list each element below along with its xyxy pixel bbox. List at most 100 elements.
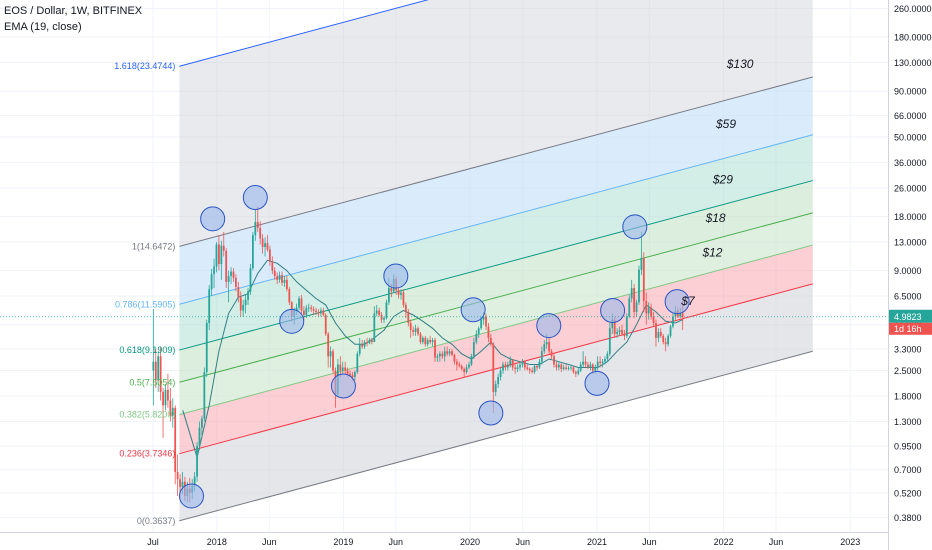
candle[interactable] [543, 339, 546, 354]
candle[interactable] [268, 245, 271, 266]
candle[interactable] [548, 337, 551, 354]
candle[interactable] [511, 358, 514, 371]
candle[interactable] [655, 319, 657, 347]
fib-level-line[interactable] [179, 76, 813, 247]
candle[interactable] [604, 356, 606, 365]
candle[interactable] [252, 231, 254, 271]
candle[interactable] [531, 367, 534, 374]
candle[interactable] [441, 351, 444, 359]
candle[interactable] [285, 276, 288, 292]
highlight-circle[interactable] [600, 297, 626, 323]
candle[interactable] [230, 267, 232, 284]
candle[interactable] [625, 313, 628, 338]
candle[interactable] [463, 367, 466, 378]
candle[interactable] [489, 333, 492, 347]
candle[interactable] [672, 313, 674, 329]
candle[interactable] [574, 370, 577, 378]
target-label[interactable]: $59 [715, 117, 736, 131]
candle[interactable] [310, 304, 313, 312]
candle[interactable] [506, 361, 509, 371]
candle[interactable] [259, 221, 262, 245]
candle[interactable] [344, 361, 347, 374]
candle[interactable] [400, 289, 402, 300]
candle[interactable] [329, 346, 332, 368]
candle[interactable] [431, 337, 434, 347]
candle[interactable] [465, 364, 468, 374]
candle[interactable] [210, 268, 213, 297]
highlight-circle[interactable] [242, 185, 268, 211]
candle[interactable] [276, 272, 279, 284]
candle[interactable] [557, 361, 560, 371]
target-label[interactable]: $18 [705, 211, 726, 225]
candle[interactable] [375, 304, 378, 317]
highlight-circle[interactable] [584, 370, 610, 396]
candle[interactable] [213, 258, 215, 289]
candle[interactable] [589, 361, 592, 371]
candle[interactable] [215, 242, 218, 273]
candle[interactable] [254, 209, 257, 241]
candle[interactable] [635, 299, 638, 317]
candle[interactable] [579, 361, 582, 373]
candle[interactable] [220, 240, 223, 280]
candle[interactable] [174, 405, 177, 485]
candle[interactable] [154, 348, 157, 388]
candle[interactable] [570, 364, 572, 371]
candle[interactable] [584, 356, 587, 368]
candle[interactable] [582, 351, 585, 368]
candle[interactable] [521, 358, 524, 368]
candle[interactable] [538, 358, 541, 369]
candle[interactable] [642, 252, 645, 312]
candle[interactable] [659, 328, 662, 338]
candle[interactable] [319, 307, 322, 317]
candle[interactable] [298, 296, 300, 311]
ema-indicator-label[interactable]: EMA (19, close) [4, 21, 82, 33]
candle[interactable] [281, 271, 283, 286]
candle[interactable] [414, 324, 417, 336]
candle[interactable] [305, 304, 308, 319]
candle[interactable] [203, 367, 206, 422]
candle[interactable] [664, 337, 667, 352]
candle[interactable] [322, 307, 325, 317]
candle[interactable] [167, 373, 169, 408]
candle[interactable] [638, 265, 640, 305]
fib-level-line[interactable] [179, 244, 813, 416]
candle[interactable] [201, 415, 203, 439]
candle[interactable] [232, 268, 235, 282]
candle[interactable] [468, 361, 470, 369]
candle[interactable] [402, 289, 405, 308]
candle[interactable] [196, 441, 198, 482]
target-label[interactable]: $29 [712, 173, 733, 187]
candle[interactable] [339, 356, 342, 378]
candle[interactable] [572, 365, 575, 374]
candle[interactable] [249, 264, 252, 295]
candle[interactable] [621, 324, 623, 336]
candle[interactable] [455, 358, 458, 371]
fib-level-line[interactable] [179, 350, 813, 522]
candle[interactable] [324, 313, 327, 336]
candle[interactable] [443, 346, 446, 362]
candle[interactable] [618, 326, 621, 336]
candle[interactable] [244, 294, 247, 314]
candle[interactable] [225, 248, 228, 289]
candle[interactable] [628, 294, 631, 319]
candle[interactable] [533, 364, 536, 374]
candle[interactable] [601, 358, 604, 368]
candle[interactable] [494, 380, 497, 397]
candle[interactable] [657, 328, 660, 343]
candle[interactable] [567, 365, 570, 371]
highlight-circle[interactable] [460, 297, 486, 323]
candle[interactable] [458, 361, 461, 368]
highlight-circle[interactable] [536, 313, 562, 339]
highlight-circle[interactable] [330, 373, 356, 399]
candle[interactable] [222, 231, 225, 257]
candle[interactable] [550, 348, 553, 359]
candle[interactable] [519, 361, 521, 371]
candle[interactable] [662, 333, 665, 345]
candle[interactable] [378, 307, 381, 317]
candle[interactable] [412, 326, 415, 336]
plot-area[interactable]: $7 $12 $18 $29 $59 $130 [0, 0, 888, 541]
candle[interactable] [453, 353, 456, 365]
candle[interactable] [370, 337, 373, 345]
candle[interactable] [448, 348, 451, 357]
candle[interactable] [315, 307, 317, 315]
